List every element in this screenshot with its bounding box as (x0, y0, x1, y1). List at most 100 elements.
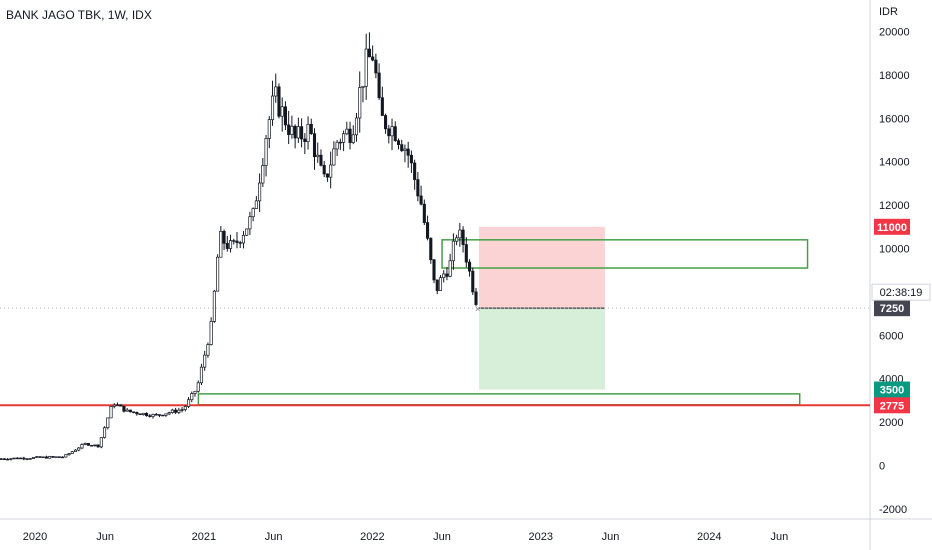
candle-body (448, 260, 452, 277)
candle-body (141, 412, 145, 416)
candle-body (64, 454, 68, 458)
candle-body (419, 195, 423, 205)
x-tick-label: Jun (96, 531, 114, 543)
candle-body (442, 273, 446, 279)
level-tag-11000: 11000 (877, 222, 907, 234)
candle-body (186, 399, 191, 407)
candle-body (471, 270, 475, 293)
candle-body (283, 106, 287, 126)
price-axis-unit: IDR (879, 6, 898, 18)
candle-body (80, 444, 84, 449)
candle-body (106, 417, 110, 429)
y-tick-label: 20000 (879, 27, 910, 39)
candle-body (261, 165, 265, 184)
candle-body (73, 449, 78, 453)
candle-body (416, 179, 420, 197)
candle-body (93, 444, 97, 447)
candle-body (293, 125, 297, 139)
candle-body (222, 230, 226, 244)
candle-body (403, 148, 407, 151)
x-tick-label: Jun (771, 531, 789, 543)
candle-body (51, 456, 55, 458)
candle-body (345, 128, 349, 135)
candle-body (96, 444, 100, 448)
candle-body (429, 237, 433, 261)
candle-body (31, 457, 36, 459)
candle-body (212, 290, 216, 322)
candle-body (384, 115, 388, 130)
candle-body (61, 456, 65, 459)
candle-body (325, 173, 329, 178)
candle-body (435, 279, 439, 291)
candle-body (393, 126, 397, 141)
candle-body (135, 412, 139, 415)
candle-body (367, 48, 371, 58)
candle-body (432, 259, 436, 281)
candle-body (322, 164, 326, 175)
candle-body (458, 229, 462, 239)
candle-body (300, 126, 304, 140)
candle-body (338, 141, 342, 144)
zone-box (441, 239, 809, 269)
candle-body (48, 456, 52, 459)
countdown-bg (871, 283, 931, 301)
candle-body (151, 414, 155, 417)
candle-body (422, 203, 426, 223)
candle-body (174, 409, 178, 413)
candle-body (170, 409, 174, 413)
candle-body (264, 138, 268, 166)
candle-body (254, 200, 258, 209)
candle-body (474, 291, 478, 305)
candle-body (267, 119, 271, 139)
candle-body (219, 230, 223, 258)
candle-body (225, 242, 229, 249)
candle-body (128, 409, 132, 413)
candle-body (371, 56, 375, 61)
candle-body (28, 458, 32, 460)
candle-body (232, 240, 236, 242)
candle-body (361, 85, 365, 88)
candle-body (19, 457, 23, 460)
candle-body (167, 412, 171, 415)
candle-body (468, 261, 472, 272)
candle-body (438, 277, 443, 291)
candle-body (22, 457, 26, 460)
candle-body (164, 413, 168, 416)
candle-body (9, 458, 13, 460)
candle-body (125, 409, 129, 412)
take-profit-area (478, 308, 605, 390)
level-tag-2775: 2775 (880, 400, 904, 412)
candle-body (90, 445, 94, 447)
candle-body (270, 95, 275, 120)
candle-body (25, 458, 29, 460)
x-tick-label: 2022 (360, 531, 384, 543)
candle-body (0, 458, 3, 460)
chart-title: BANK JAGO TBK, 1W, IDX (6, 8, 152, 22)
candle-body (203, 354, 207, 368)
candle-body (296, 126, 300, 139)
candle-body (280, 106, 284, 117)
candle-body (277, 86, 281, 117)
candle-body (464, 244, 468, 263)
x-tick-label: 2020 (23, 531, 47, 543)
candle-body (251, 208, 255, 218)
candle-body (354, 117, 359, 136)
candle-body (57, 456, 61, 458)
y-tick-label: 12000 (879, 200, 910, 212)
candle-body (274, 86, 278, 97)
y-tick-label: 6000 (879, 330, 903, 342)
candle-body (332, 148, 336, 166)
candle-body (312, 133, 317, 158)
y-tick-label: 10000 (879, 244, 910, 256)
y-tick-label: 14000 (879, 157, 910, 169)
candle-body (77, 447, 81, 451)
level-tag-2775-bg (874, 397, 910, 414)
candle-body (6, 458, 10, 461)
candle-body (190, 393, 194, 401)
y-tick-label: 16000 (879, 113, 910, 125)
candle-body (303, 138, 307, 142)
candle-body (38, 456, 42, 458)
candle-body (316, 154, 320, 158)
candle-body (413, 162, 417, 180)
